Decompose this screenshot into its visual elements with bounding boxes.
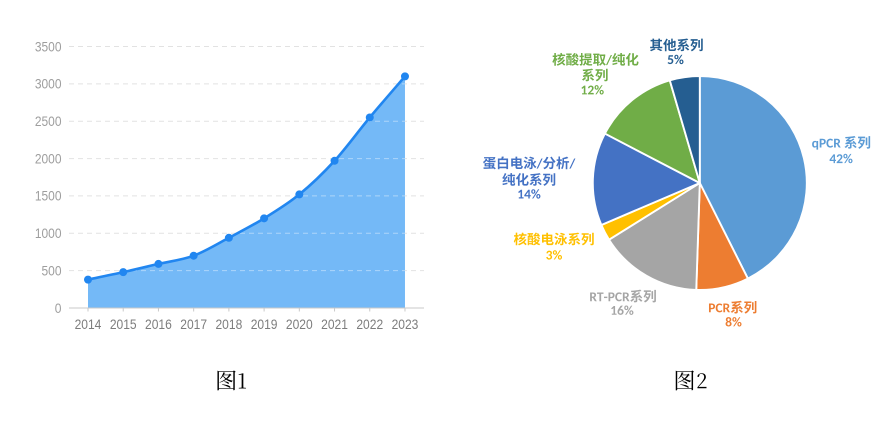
svg-text:2021: 2021 — [321, 316, 348, 332]
svg-text:2018: 2018 — [215, 316, 242, 332]
svg-text:2022: 2022 — [356, 316, 383, 332]
svg-text:2020: 2020 — [286, 316, 313, 332]
svg-text:2017: 2017 — [180, 316, 207, 332]
svg-text:0: 0 — [55, 300, 62, 316]
svg-text:2023: 2023 — [392, 316, 419, 332]
svg-text:1500: 1500 — [35, 188, 62, 204]
svg-text:1000: 1000 — [35, 225, 62, 241]
svg-text:2000: 2000 — [35, 150, 62, 166]
svg-text:2500: 2500 — [35, 113, 62, 129]
svg-text:500: 500 — [42, 262, 62, 278]
svg-text:3500: 3500 — [35, 38, 62, 54]
svg-text:2016: 2016 — [145, 316, 172, 332]
svg-text:2014: 2014 — [75, 316, 102, 332]
svg-text:3000: 3000 — [35, 76, 62, 92]
svg-text:2015: 2015 — [110, 316, 137, 332]
svg-text:2019: 2019 — [251, 316, 278, 332]
